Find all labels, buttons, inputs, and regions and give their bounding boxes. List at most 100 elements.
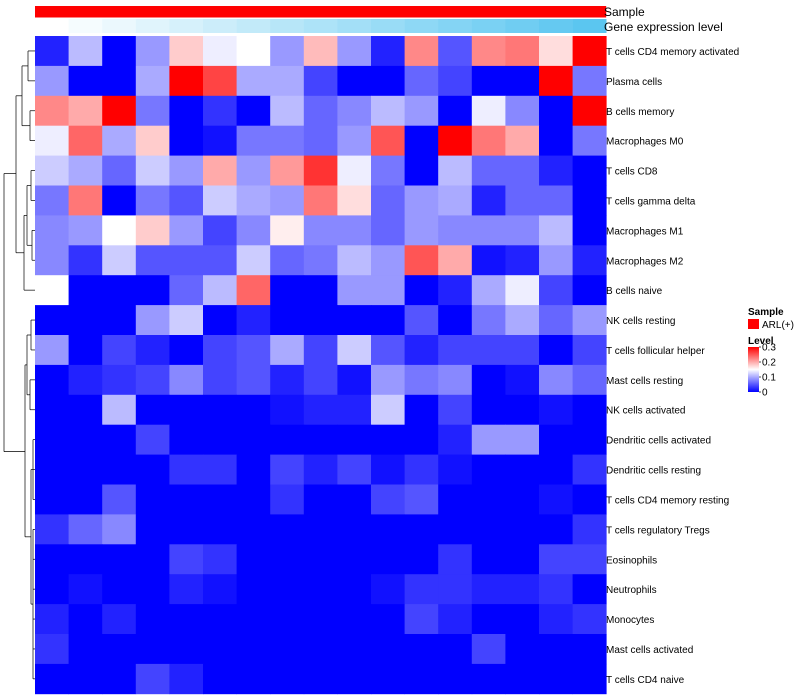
heatmap-cell — [203, 65, 237, 97]
heatmap-cell — [371, 125, 405, 156]
heatmap-cell — [303, 424, 338, 455]
heatmap-cell — [572, 65, 607, 97]
heatmap-cell — [68, 634, 103, 665]
heatmap-cell — [572, 484, 607, 515]
heatmap-cell — [337, 155, 372, 186]
heatmap-cell — [203, 95, 237, 127]
heatmap-cell — [135, 394, 170, 426]
heatmap-cell — [35, 215, 69, 246]
heatmap-cell — [404, 95, 439, 127]
heatmap-cell — [371, 185, 405, 216]
heatmap-cell — [505, 514, 540, 545]
heatmap-cell — [68, 185, 103, 216]
heatmap-cell — [169, 604, 204, 635]
heatmap-cell — [371, 454, 405, 485]
heatmap-cell — [572, 185, 607, 216]
heatmap-cell — [572, 36, 607, 67]
heatmap-cell — [135, 125, 170, 156]
heatmap-cell — [203, 275, 237, 306]
gene-level-cell — [438, 19, 473, 33]
row-label: T cells CD4 memory resting — [606, 495, 729, 506]
heatmap-cell — [539, 155, 573, 186]
heatmap-cell — [404, 335, 439, 366]
heatmap-cell — [35, 634, 69, 665]
heatmap-cell — [404, 125, 439, 156]
heatmap-cell — [203, 514, 237, 545]
heatmap-cell — [505, 245, 540, 276]
gene-level-cell — [371, 19, 405, 33]
heatmap-cell — [303, 155, 338, 186]
heatmap-cell — [438, 484, 473, 515]
gene-level-cell — [102, 19, 137, 33]
heatmap-cell — [337, 484, 372, 515]
heatmap-cell — [572, 634, 607, 665]
heatmap-cell — [169, 65, 204, 97]
heatmap-cell — [337, 514, 372, 545]
heatmap-cell — [303, 275, 338, 306]
heatmap-cell — [505, 155, 540, 186]
heatmap-cell — [337, 185, 372, 216]
heatmap-cell — [505, 394, 540, 426]
heatmap-cell — [270, 275, 305, 306]
legend-level-colorbar — [748, 347, 759, 392]
heatmap-cell — [438, 65, 473, 97]
track-label-gene-level: Gene expression level — [604, 20, 723, 34]
heatmap-cell — [303, 245, 338, 276]
heatmap-cell — [68, 514, 103, 545]
gene-level-cell — [203, 19, 237, 33]
gene-level-cell — [68, 19, 103, 33]
legend-sample-title: Sample — [748, 307, 784, 318]
heatmap-cell — [102, 574, 137, 605]
heatmap-cell — [505, 215, 540, 246]
heatmap-cell — [68, 95, 103, 127]
heatmap-cell — [303, 95, 338, 127]
heatmap-cell — [471, 245, 506, 276]
heatmap-cell — [169, 185, 204, 216]
heatmap-cell — [35, 335, 69, 366]
heatmap-cell — [102, 215, 137, 246]
heatmap-cell — [203, 125, 237, 156]
heatmap-cell — [572, 394, 607, 426]
heatmap-cell — [539, 484, 573, 515]
heatmap-cell — [35, 364, 69, 396]
heatmap-cell — [236, 65, 271, 97]
heatmap-cell — [371, 514, 405, 545]
heatmap-cell — [539, 65, 573, 97]
heatmap-cell — [505, 275, 540, 306]
legend-tick-label: 0 — [762, 388, 768, 399]
heatmap-cell — [505, 65, 540, 97]
heatmap-cell — [236, 454, 271, 485]
heatmap-cell — [270, 125, 305, 156]
heatmap-cell — [438, 634, 473, 665]
heatmap-cell — [203, 335, 237, 366]
heatmap-cell — [236, 215, 271, 246]
heatmap-cell — [471, 335, 506, 366]
heatmap-cell — [404, 663, 439, 695]
row-label: Mast cells activated — [606, 645, 693, 656]
row-label: Neutrophils — [606, 585, 657, 596]
heatmap-cell — [270, 454, 305, 485]
heatmap-cell — [35, 424, 69, 455]
heatmap-cell — [539, 634, 573, 665]
heatmap-cell — [539, 335, 573, 366]
heatmap-cell — [35, 65, 69, 97]
heatmap-cell — [471, 604, 506, 635]
heatmap-cell — [539, 454, 573, 485]
heatmap-cell — [270, 245, 305, 276]
heatmap-cell — [102, 95, 137, 127]
heatmap-cell — [102, 36, 137, 67]
heatmap-cell — [169, 215, 204, 246]
row-label: Macrophages M2 — [606, 256, 684, 267]
heatmap-cell — [337, 424, 372, 455]
row-label: T cells follicular helper — [606, 346, 705, 357]
heatmap-cell — [471, 394, 506, 426]
heatmap-cell — [35, 484, 69, 515]
heatmap-cell — [102, 125, 137, 156]
heatmap-cell — [505, 364, 540, 396]
heatmap-cell — [371, 364, 405, 396]
heatmap-cell — [505, 36, 540, 67]
heatmap-cell — [337, 604, 372, 635]
heatmap-cell — [438, 604, 473, 635]
heatmap-cell — [203, 663, 237, 695]
